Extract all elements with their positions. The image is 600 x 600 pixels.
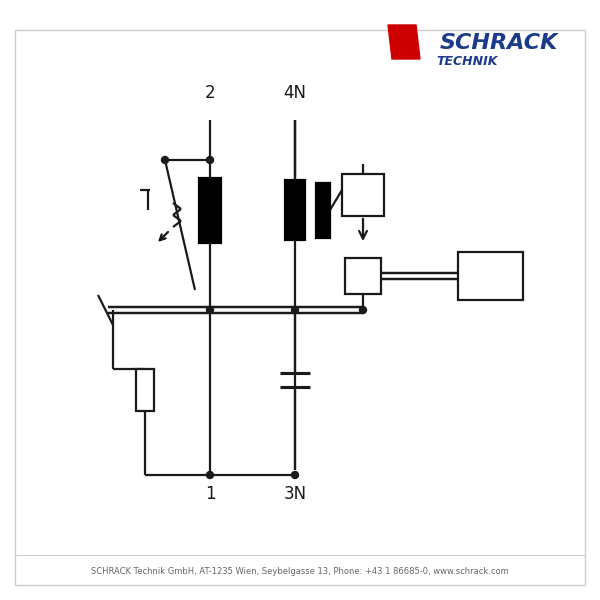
Text: 4N: 4N [284, 84, 307, 102]
Circle shape [292, 307, 299, 313]
Circle shape [292, 472, 299, 479]
Circle shape [206, 157, 214, 163]
Circle shape [206, 307, 214, 313]
Polygon shape [388, 25, 420, 59]
Bar [316, 182, 330, 238]
Text: 3N: 3N [283, 485, 307, 503]
Text: H: H [481, 266, 499, 286]
Circle shape [206, 472, 214, 479]
Text: SCHRACK: SCHRACK [440, 33, 559, 53]
Text: 2: 2 [205, 84, 215, 102]
Bar [342, 174, 384, 216]
Bar [345, 258, 381, 294]
Circle shape [161, 157, 169, 163]
Bar [285, 180, 305, 240]
Bar [199, 178, 221, 242]
Bar [458, 252, 523, 300]
Circle shape [359, 307, 367, 313]
Bar [136, 369, 154, 411]
Text: TECHNIK: TECHNIK [437, 55, 498, 68]
Text: 1: 1 [205, 485, 215, 503]
Text: SCHRACK Technik GmbH, AT-1235 Wien, Seybelgasse 13, Phone: +43 1 86685-0, www.sc: SCHRACK Technik GmbH, AT-1235 Wien, Seyb… [91, 568, 509, 577]
